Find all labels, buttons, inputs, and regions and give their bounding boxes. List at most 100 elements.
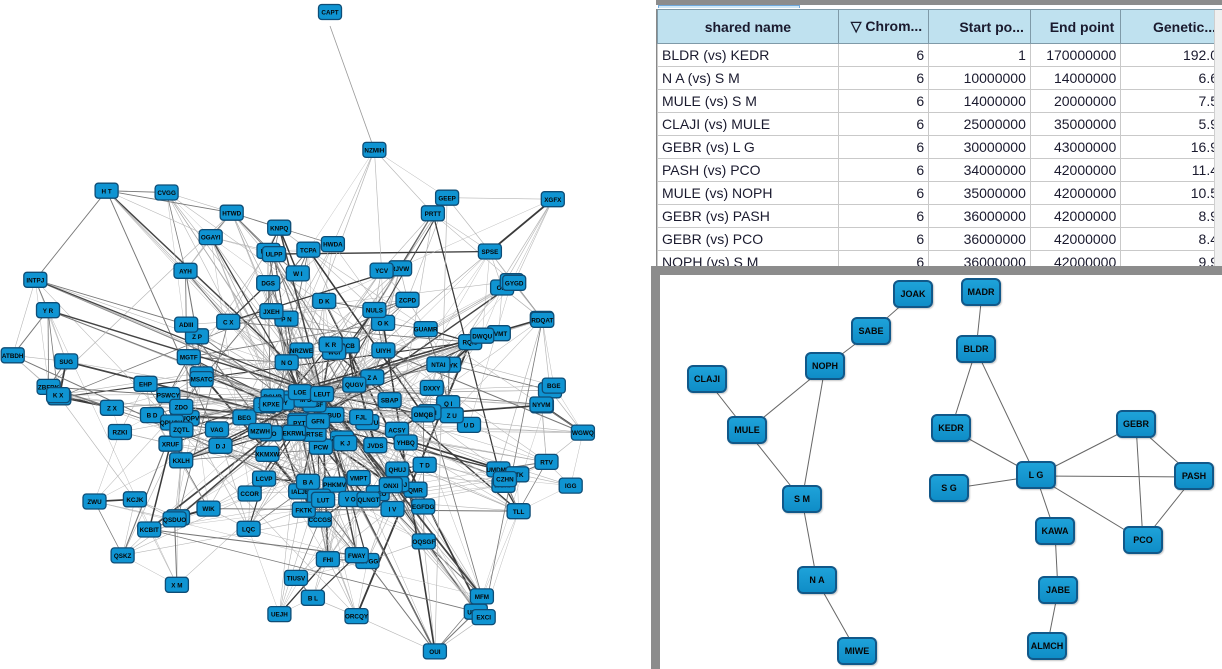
svg-text:SBAP: SBAP [381, 398, 399, 405]
svg-text:EKRWL: EKRWL [283, 430, 306, 437]
svg-text:FHI: FHI [323, 557, 333, 564]
svg-text:EXCI: EXCI [476, 615, 491, 622]
svg-text:OMQB: OMQB [414, 412, 434, 419]
svg-text:LQC: LQC [242, 526, 256, 533]
svg-text:LOE: LOE [294, 390, 307, 397]
svg-text:KXLH: KXLH [173, 458, 191, 465]
svg-text:PHKMV: PHKMV [323, 482, 347, 489]
svg-text:QUGV: QUGV [345, 382, 364, 389]
svg-text:B L: B L [308, 595, 318, 602]
svg-text:CCCGS: CCCGS [309, 517, 332, 524]
svg-text:K X: K X [53, 393, 64, 400]
svg-text:UIYH: UIYH [376, 348, 391, 355]
svg-text:SPSE: SPSE [481, 249, 498, 256]
svg-text:D J: D J [216, 443, 226, 450]
svg-text:ZDO: ZDO [175, 405, 188, 412]
svg-text:MFM: MFM [475, 594, 489, 601]
svg-text:RTSE: RTSE [306, 432, 323, 439]
svg-text:GEEP: GEEP [438, 195, 456, 202]
svg-text:ATBDH: ATBDH [2, 353, 24, 360]
svg-text:MGTF: MGTF [180, 355, 198, 362]
svg-text:EHP: EHP [139, 381, 152, 388]
svg-text:LUT: LUT [317, 497, 329, 504]
svg-text:QSDUO: QSDUO [163, 517, 186, 524]
svg-text:MSATC: MSATC [191, 377, 213, 384]
svg-text:YCV: YCV [375, 268, 389, 275]
svg-text:PCW: PCW [314, 444, 329, 451]
svg-text:CCOR: CCOR [240, 491, 259, 498]
svg-text:IALJE: IALJE [291, 489, 309, 496]
svg-text:YHBQ: YHBQ [397, 440, 415, 447]
svg-text:NTAI: NTAI [431, 362, 445, 369]
svg-text:FWAY: FWAY [348, 553, 366, 560]
svg-text:PSWCY: PSWCY [157, 393, 181, 400]
svg-text:MZWH: MZWH [250, 429, 270, 436]
svg-text:NYVM: NYVM [532, 402, 550, 409]
svg-text:DGS: DGS [261, 281, 275, 288]
svg-text:JVDS: JVDS [367, 443, 383, 450]
svg-text:NULS: NULS [366, 308, 383, 315]
svg-text:Y R: Y R [43, 308, 54, 315]
svg-text:Z X: Z X [107, 405, 118, 412]
svg-text:QHUJ: QHUJ [389, 467, 407, 474]
svg-text:B D: B D [147, 413, 158, 420]
svg-text:X M: X M [171, 582, 182, 589]
svg-text:K J: K J [340, 441, 350, 448]
svg-text:W I: W I [293, 271, 303, 278]
svg-text:QLNGT: QLNGT [357, 497, 379, 504]
svg-text:OGAYI: OGAYI [201, 235, 221, 242]
svg-text:RDQAT: RDQAT [531, 317, 553, 324]
svg-text:WGWQ: WGWQ [572, 430, 594, 437]
svg-text:GUAMR: GUAMR [414, 327, 438, 334]
svg-text:C X: C X [223, 319, 234, 326]
svg-text:KNPQ: KNPQ [270, 225, 288, 232]
svg-text:GFN: GFN [311, 419, 325, 426]
svg-text:Z P: Z P [192, 334, 202, 341]
svg-text:OUI: OUI [429, 649, 440, 656]
svg-text:RZKI: RZKI [113, 430, 128, 437]
svg-text:KCJK: KCJK [126, 497, 144, 504]
svg-text:PRTT: PRTT [425, 211, 442, 218]
svg-text:DWQU: DWQU [472, 333, 492, 340]
svg-text:EGFDG: EGFDG [412, 504, 434, 511]
svg-text:XKMXW: XKMXW [255, 452, 279, 459]
svg-text:WIK: WIK [202, 506, 215, 513]
svg-text:H T: H T [102, 188, 112, 195]
svg-text:ONXI: ONXI [383, 483, 399, 490]
svg-text:ADIII: ADIII [179, 322, 194, 329]
svg-text:DXXY: DXXY [423, 386, 441, 393]
svg-text:NZMIH: NZMIH [364, 148, 384, 155]
svg-text:T D: T D [420, 462, 431, 469]
svg-text:FKTK: FKTK [295, 507, 312, 514]
svg-text:LEUT: LEUT [314, 392, 331, 399]
svg-text:QMR: QMR [408, 487, 423, 494]
svg-text:Z A: Z A [367, 375, 377, 382]
svg-text:NRZWE: NRZWE [290, 348, 313, 355]
svg-text:OQSGF: OQSGF [412, 539, 435, 546]
svg-text:IGG: IGG [565, 483, 577, 490]
svg-text:JXEH: JXEH [263, 309, 280, 316]
svg-text:BGE: BGE [547, 383, 561, 390]
svg-text:CZHN: CZHN [496, 477, 514, 484]
svg-text:ULPP: ULPP [266, 252, 283, 259]
svg-text:SUG: SUG [59, 359, 73, 366]
svg-text:ZCPD: ZCPD [399, 297, 417, 304]
svg-text:INTPJ: INTPJ [26, 277, 44, 284]
svg-text:O K: O K [377, 321, 389, 328]
svg-text:ZWU: ZWU [87, 499, 102, 506]
svg-text:N O: N O [281, 360, 292, 367]
svg-text:UEJH: UEJH [271, 612, 288, 619]
svg-text:HTWD: HTWD [222, 210, 241, 217]
svg-text:V O: V O [345, 497, 356, 504]
svg-text:VMPT: VMPT [350, 476, 368, 483]
svg-text:ZQTL: ZQTL [173, 427, 190, 434]
svg-text:TIUSV: TIUSV [287, 576, 306, 583]
svg-text:BEG: BEG [238, 415, 252, 422]
svg-text:AYH: AYH [179, 268, 192, 275]
svg-text:U D: U D [464, 423, 475, 430]
svg-text:HWDA: HWDA [323, 242, 343, 249]
svg-text:KPXE: KPXE [263, 402, 280, 409]
svg-text:ORCQY: ORCQY [345, 614, 369, 621]
svg-text:CAPT: CAPT [321, 10, 338, 17]
svg-text:FJL: FJL [356, 415, 367, 422]
